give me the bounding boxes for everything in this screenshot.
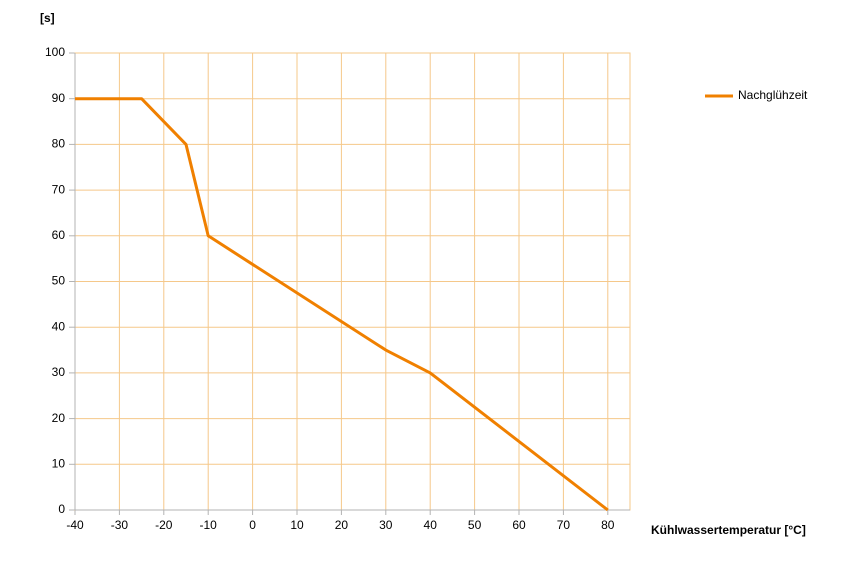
y-tick-label: 40 bbox=[52, 319, 66, 333]
x-tick-label: 30 bbox=[379, 518, 393, 532]
x-tick-label: -20 bbox=[155, 518, 173, 532]
y-tick-label: 30 bbox=[52, 365, 66, 379]
x-tick-label: 40 bbox=[424, 518, 438, 532]
legend-label: Nachglühzeit bbox=[738, 88, 808, 102]
y-tick-label: 10 bbox=[52, 456, 66, 470]
x-tick-label: 50 bbox=[468, 518, 482, 532]
x-tick-label: -30 bbox=[111, 518, 129, 532]
x-tick-label: -10 bbox=[200, 518, 218, 532]
y-tick-label: 90 bbox=[52, 91, 66, 105]
x-tick-label: 0 bbox=[249, 518, 256, 532]
x-tick-label: 20 bbox=[335, 518, 349, 532]
line-series bbox=[75, 97, 609, 512]
y-tick-label: 70 bbox=[52, 182, 66, 196]
y-tick-label: 50 bbox=[52, 274, 66, 288]
y-tick-label: 0 bbox=[58, 502, 65, 516]
x-tick-label: 60 bbox=[512, 518, 526, 532]
y-tick-label: 20 bbox=[52, 411, 66, 425]
x-tick-label: 80 bbox=[601, 518, 615, 532]
x-tick-label: 10 bbox=[290, 518, 304, 532]
y-tick-label: 60 bbox=[52, 228, 66, 242]
x-axis-label: Kühlwassertemperatur [°C] bbox=[651, 523, 806, 537]
x-tick-label: 70 bbox=[557, 518, 571, 532]
y-axis-label: [s] bbox=[40, 11, 55, 25]
x-tick-label: -40 bbox=[66, 518, 84, 532]
y-tick-label: 80 bbox=[52, 137, 66, 151]
y-tick-label: 100 bbox=[45, 45, 65, 59]
